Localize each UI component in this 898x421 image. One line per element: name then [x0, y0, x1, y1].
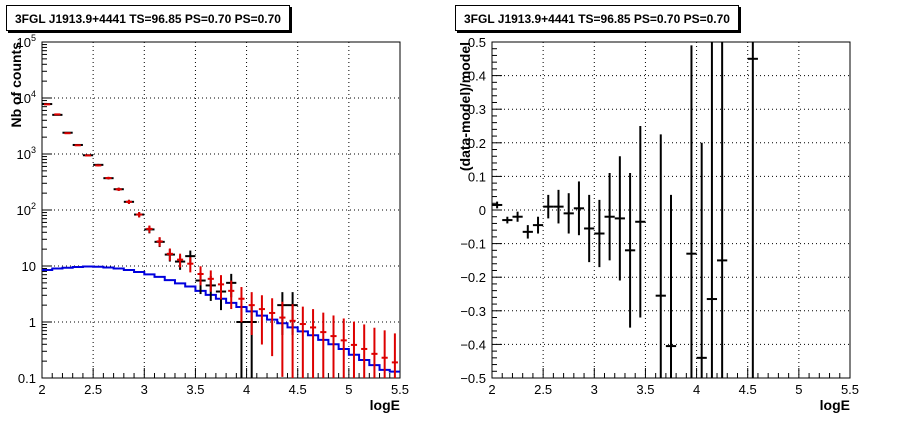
- x-tick-label: 2.5: [534, 382, 552, 397]
- x-tick-label: 2: [488, 382, 495, 397]
- left-plot-title: 3FGL J1913.9+4441 TS=96.85 PS=0.70 PS=0.…: [6, 5, 290, 31]
- y-tick-label: 10: [22, 259, 36, 274]
- y-tick-label: 103: [17, 145, 36, 162]
- y-tick-label: 102: [17, 201, 36, 218]
- y-tick-label: −0.2: [460, 270, 486, 285]
- x-tick-label: 5.5: [391, 382, 409, 397]
- x-tick-label: 5.5: [841, 382, 859, 397]
- x-tick-label: 4: [693, 382, 700, 397]
- residuals-plot: 2 2.5 3 3.5 4 4.5 5 5.5 −0.5 −0.4 −0.3 −0.2 −0.1 0 0.1…: [457, 35, 859, 413]
- x-tick-label: 2: [38, 382, 45, 397]
- y-tick-label: 0.5: [468, 35, 486, 50]
- x-axis-title: logE: [370, 397, 400, 413]
- x-tick-label: 3.5: [186, 382, 204, 397]
- x-tick-label: 4: [243, 382, 250, 397]
- y-tick-label: −0.4: [460, 337, 486, 352]
- counts-spectrum-plot: 2 2.5 3 3.5 4 4.5 5 5.5 0.1 1 10 102 103 104 105 logE Nb…: [8, 33, 409, 413]
- y-axis-title: (data-model)/model: [457, 42, 473, 171]
- plot-frame: [41, 41, 401, 379]
- y-tick-label: 0.3: [468, 102, 486, 117]
- y-tick-label: −0.1: [460, 237, 486, 252]
- x-tick-label: 5: [795, 382, 802, 397]
- y-tick-label: 105: [17, 33, 36, 50]
- y-tick-label: 0.1: [468, 169, 486, 184]
- y-tick-label: 1: [29, 315, 36, 330]
- y-tick-label: 0.4: [468, 69, 486, 84]
- x-tick-label: 3: [591, 382, 598, 397]
- x-tick-label: 4.5: [289, 382, 307, 397]
- y-tick-label: 0.1: [18, 371, 36, 386]
- x-axis-title: logE: [820, 397, 850, 413]
- x-tick-label: 2.5: [84, 382, 102, 397]
- y-axis-title: Nb of counts: [8, 42, 24, 128]
- y-tick-label: 104: [17, 89, 36, 106]
- y-tick-label: 0: [479, 203, 486, 218]
- y-tick-label: −0.3: [460, 304, 486, 319]
- x-tick-label: 3: [141, 382, 148, 397]
- x-tick-label: 5: [345, 382, 352, 397]
- x-tick-label: 3.5: [636, 382, 654, 397]
- x-tick-label: 4.5: [739, 382, 757, 397]
- y-tick-label: −0.5: [460, 371, 486, 386]
- right-plot-title: 3FGL J1913.9+4441 TS=96.85 PS=0.70 PS=0.…: [455, 5, 739, 31]
- y-tick-label: 0.2: [468, 136, 486, 151]
